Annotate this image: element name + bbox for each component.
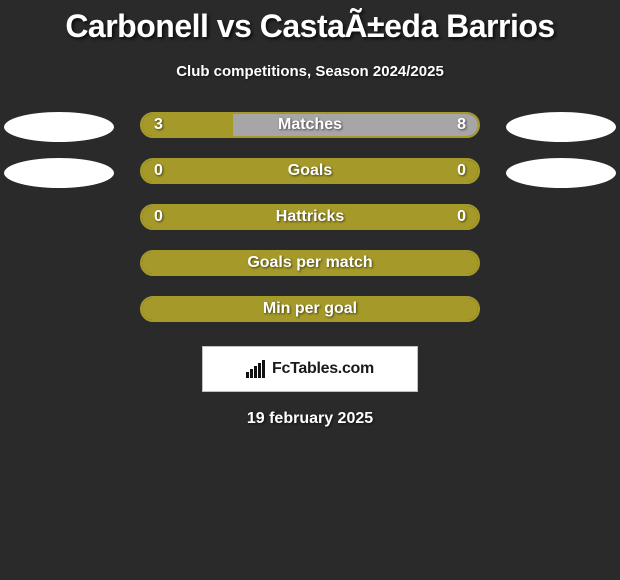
player-left-oval <box>4 158 114 188</box>
brand-box[interactable]: FcTables.com <box>202 346 418 392</box>
stat-bar: 3 8 Matches <box>140 112 480 138</box>
stats-list: 3 8 Matches 0 0 Goals 0 0 Hattricks Goals per mat… <box>0 110 620 340</box>
stat-row-min-per-goal: Min per goal <box>0 294 620 340</box>
page-subtitle: Club competitions, Season 2024/2025 <box>0 63 620 80</box>
bars-icon <box>246 360 268 378</box>
stat-row-matches: 3 8 Matches <box>0 110 620 156</box>
stat-bar-right <box>310 160 478 182</box>
comparison-card: Carbonell vs CastaÃ±eda Barrios Club com… <box>0 0 620 428</box>
stat-row-hattricks: 0 0 Hattricks <box>0 202 620 248</box>
stat-value-left: 0 <box>154 208 163 226</box>
stat-bar: 0 0 Goals <box>140 158 480 184</box>
stat-value-left: 3 <box>154 116 163 134</box>
brand-label: FcTables.com <box>272 360 374 378</box>
stat-row-goals: 0 0 Goals <box>0 156 620 202</box>
date-label: 19 february 2025 <box>0 410 620 428</box>
stat-value-right: 8 <box>457 116 466 134</box>
stat-label: Min per goal <box>263 300 357 318</box>
stat-value-right: 0 <box>457 162 466 180</box>
stat-row-goals-per-match: Goals per match <box>0 248 620 294</box>
stat-value-right: 0 <box>457 208 466 226</box>
stat-bar: Goals per match <box>140 250 480 276</box>
stat-label: Matches <box>278 116 342 134</box>
stat-bar: 0 0 Hattricks <box>140 204 480 230</box>
player-right-oval <box>506 112 616 142</box>
player-left-oval <box>4 112 114 142</box>
stat-label: Goals <box>288 162 332 180</box>
brand-inner: FcTables.com <box>246 360 374 378</box>
page-title: Carbonell vs CastaÃ±eda Barrios <box>0 8 620 45</box>
stat-bar-right <box>233 114 478 136</box>
player-right-oval <box>506 158 616 188</box>
stat-label: Goals per match <box>247 254 372 272</box>
stat-bar: Min per goal <box>140 296 480 322</box>
stat-bar-left <box>142 160 310 182</box>
stat-value-left: 0 <box>154 162 163 180</box>
stat-label: Hattricks <box>276 208 344 226</box>
